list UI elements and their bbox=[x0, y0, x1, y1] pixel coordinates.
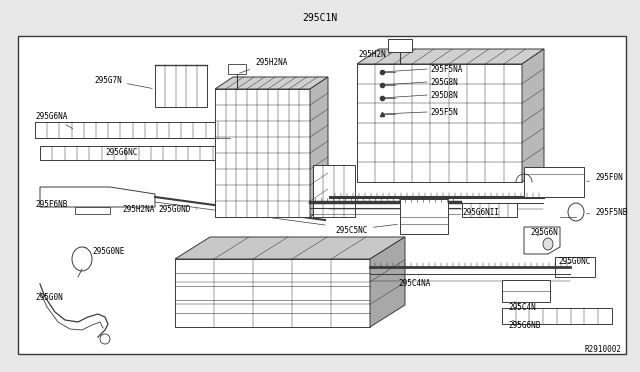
Text: 295H2N: 295H2N bbox=[358, 49, 390, 58]
Text: 295D8N: 295D8N bbox=[430, 90, 458, 99]
Text: 295G6NA: 295G6NA bbox=[35, 112, 72, 129]
Text: 295G6N: 295G6N bbox=[530, 228, 557, 237]
Ellipse shape bbox=[568, 203, 584, 221]
Text: 295G0NC: 295G0NC bbox=[558, 257, 590, 266]
Text: 295G8N: 295G8N bbox=[430, 77, 458, 87]
Polygon shape bbox=[75, 207, 110, 214]
Bar bbox=[40, 146, 225, 160]
Text: 295C1N: 295C1N bbox=[302, 13, 338, 23]
Text: 295G6NII: 295G6NII bbox=[462, 208, 499, 217]
Bar bbox=[400, 199, 448, 234]
Polygon shape bbox=[215, 77, 328, 89]
Text: 295C5NC: 295C5NC bbox=[335, 224, 397, 234]
Text: 295F5N: 295F5N bbox=[430, 108, 458, 116]
Polygon shape bbox=[357, 64, 522, 182]
Bar bbox=[524, 167, 584, 197]
Polygon shape bbox=[310, 77, 328, 217]
Text: 295G6NC: 295G6NC bbox=[105, 148, 138, 157]
Ellipse shape bbox=[543, 238, 553, 250]
Bar bbox=[388, 39, 412, 52]
Bar bbox=[462, 203, 517, 217]
Bar bbox=[313, 165, 355, 217]
Bar bbox=[502, 280, 550, 302]
Text: R2910002: R2910002 bbox=[585, 346, 622, 355]
Text: 295F5NA: 295F5NA bbox=[430, 64, 462, 74]
Polygon shape bbox=[215, 89, 310, 217]
Polygon shape bbox=[175, 237, 405, 259]
Bar bbox=[155, 65, 207, 107]
Text: 295G0NE: 295G0NE bbox=[84, 247, 124, 257]
Text: 295F5NB: 295F5NB bbox=[587, 208, 627, 217]
Polygon shape bbox=[40, 187, 155, 207]
Text: 295C4NA: 295C4NA bbox=[398, 274, 430, 289]
Bar bbox=[35, 122, 230, 138]
Text: 295G0N: 295G0N bbox=[35, 292, 63, 301]
Bar bbox=[502, 308, 612, 324]
Polygon shape bbox=[357, 49, 544, 64]
Bar bbox=[228, 64, 246, 74]
Text: 295H2NA: 295H2NA bbox=[123, 204, 177, 214]
Text: 295C4N: 295C4N bbox=[508, 302, 536, 311]
Ellipse shape bbox=[100, 334, 110, 344]
Text: 295H2NA: 295H2NA bbox=[239, 58, 287, 73]
Polygon shape bbox=[522, 49, 544, 182]
Text: 295F0N: 295F0N bbox=[587, 173, 623, 182]
Text: 295F6NB: 295F6NB bbox=[35, 199, 67, 208]
Polygon shape bbox=[175, 259, 370, 327]
Polygon shape bbox=[370, 237, 405, 327]
Text: 295G0ND: 295G0ND bbox=[158, 205, 197, 214]
Text: 295G7N: 295G7N bbox=[94, 76, 152, 89]
Polygon shape bbox=[524, 227, 560, 254]
Polygon shape bbox=[555, 257, 595, 277]
Text: 295G6NB: 295G6NB bbox=[508, 320, 540, 330]
Bar bbox=[18, 36, 626, 354]
Ellipse shape bbox=[72, 247, 92, 271]
